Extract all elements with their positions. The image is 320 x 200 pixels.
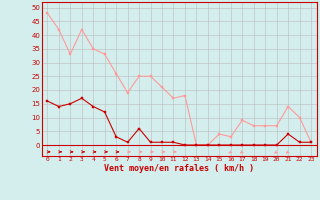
X-axis label: Vent moyen/en rafales ( km/h ): Vent moyen/en rafales ( km/h ) [104, 164, 254, 173]
